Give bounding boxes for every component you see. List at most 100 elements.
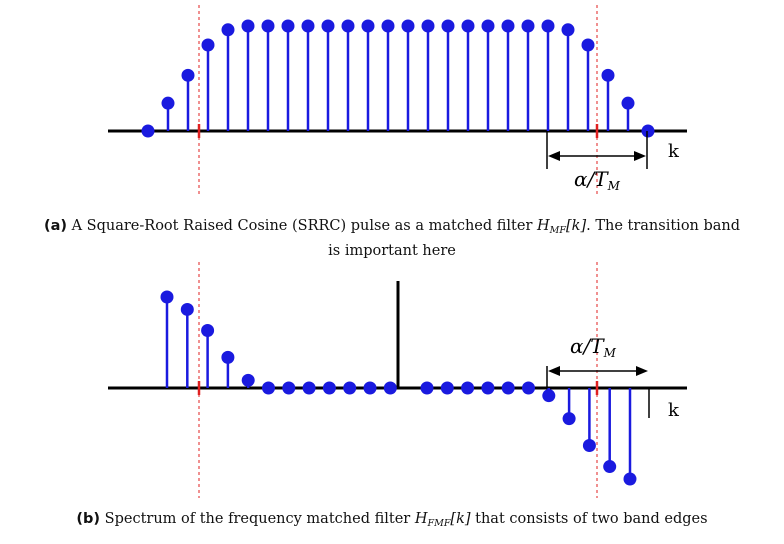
panel-a-stem-1 — [161, 96, 175, 131]
panel-a-caption-text-end: . The transition band — [586, 218, 741, 234]
panel-a-stem-6-marker — [261, 19, 275, 33]
panel-b-left-stem-7 — [302, 381, 316, 395]
panel-a-stem-24 — [621, 96, 635, 131]
panel-b-left-stem-9-marker — [343, 381, 357, 395]
panel-b-right-stem-1 — [440, 381, 454, 395]
panel-b-left-stem-0 — [160, 290, 174, 388]
panel-b-right-stem-6-marker — [542, 389, 556, 403]
panel-a-stem-16 — [461, 19, 475, 131]
panel-a-stem-19-marker — [521, 19, 535, 33]
panel-a-stem-25-marker — [641, 124, 655, 138]
panel-b-stems — [160, 290, 637, 486]
panel-b-right-stem-9-marker — [603, 460, 617, 474]
panel-a-stem-23-marker — [601, 68, 615, 82]
panel-b-right-stem-4 — [501, 381, 515, 395]
panel-a-stem-8-marker — [301, 19, 315, 33]
panel-a-stem-17 — [481, 19, 495, 131]
panel-b-right-stem-2 — [461, 381, 475, 395]
panel-a-stem-8 — [301, 19, 315, 131]
panel-b-left-stem-1 — [180, 302, 194, 388]
panel-a-stem-10 — [341, 19, 355, 131]
panel-b-bw-arrowhead-right — [636, 366, 648, 376]
panel-b-left-stem-1-marker — [180, 302, 194, 316]
panel-b-caption-math-sub: FMF — [427, 518, 451, 529]
panel-b-left-stem-7-marker — [302, 381, 316, 395]
panel-b-right-stem-5 — [522, 381, 535, 395]
panel-a-bw-arrowhead-left — [548, 151, 560, 161]
panel-a-stem-7-marker — [281, 19, 295, 33]
panel-b-right-stem-8-marker — [582, 438, 596, 452]
panel-a-bw-label: α/TM — [574, 167, 621, 193]
panel-b-left-stem-9 — [343, 381, 357, 395]
panel-b-left-stem-3-marker — [221, 350, 235, 364]
panel-a-stem-3-marker — [201, 38, 215, 52]
panel-a-caption-math-arg: [k] — [566, 218, 587, 234]
panel-a-stem-15-marker — [441, 19, 455, 33]
panel-a-stem-0-marker — [141, 124, 155, 138]
panel-b-left-stem-2 — [201, 324, 215, 388]
panel-b-right-stem-0-marker — [420, 381, 434, 395]
panel-a-caption-tag: (a) — [43, 218, 67, 234]
panel-b-left-stem-8-marker — [322, 381, 336, 395]
panel-b-caption-text: Spectrum of the frequency matched filter — [104, 511, 415, 527]
panel-b-left-stem-10 — [363, 381, 377, 395]
panel-a-stem-5 — [241, 19, 255, 131]
panel-a-stem-18-marker — [501, 19, 515, 33]
panel-a-stem-2-marker — [181, 68, 195, 82]
panel-a-stem-21 — [561, 23, 575, 131]
panel-a-stem-11 — [361, 19, 375, 131]
panel-a-stem-4 — [221, 23, 235, 131]
panel-a-stem-4-marker — [221, 23, 235, 37]
panel-b-right-stem-1-marker — [440, 381, 454, 395]
panel-a-stem-14-marker — [421, 19, 435, 33]
panel-a-stem-17-marker — [481, 19, 495, 33]
panel-a-stem-11-marker — [361, 19, 375, 33]
panel-b-right-stem-7-marker — [562, 412, 576, 426]
panel-a-stem-2 — [181, 68, 195, 131]
panel-b-right-stem-4-marker — [501, 381, 515, 395]
panel-a-stem-16-marker — [461, 19, 475, 33]
panel-a-stem-24-marker — [621, 96, 635, 110]
panel-a-stem-14 — [421, 19, 435, 131]
panel-a-stem-22 — [581, 38, 595, 131]
panel-b-caption-tag: (b) — [76, 511, 101, 527]
panel-a-stem-12-marker — [381, 19, 395, 33]
panel-a-stem-7 — [281, 19, 295, 131]
panel-a-axis-label: k — [668, 141, 680, 162]
panel-a-caption-line2: is important here — [328, 243, 456, 259]
panel-a-stem-20-marker — [541, 19, 555, 33]
panel-a-caption: (a) A Square-Root Raised Cosine (SRRC) p… — [0, 216, 784, 261]
panel-b-left-stem-8 — [322, 381, 336, 395]
panel-b-right-stem-5-marker — [522, 381, 535, 395]
panel-b-right-stem-6 — [542, 388, 556, 403]
panel-b-left-stem-3 — [221, 350, 235, 388]
panel-b-right-stem-10 — [623, 388, 637, 486]
panel-a-stem-10-marker — [341, 19, 355, 33]
panel-b-caption-math: H — [414, 511, 428, 527]
panel-b-bw-arrowhead-left — [548, 366, 560, 376]
panel-a-stem-3 — [201, 38, 215, 131]
panel-b-left-stem-11-marker — [383, 381, 397, 395]
panel-b-left-stem-0-marker — [160, 290, 174, 304]
panel-b-left-stem-10-marker — [363, 381, 377, 395]
panel-a-stem-21-marker — [561, 23, 575, 37]
panel-b-left-stem-11 — [383, 381, 397, 395]
panel-b-caption-text-end: that consists of two band edges — [470, 511, 708, 527]
panel-a-caption-math: H — [537, 218, 550, 234]
panel-b-plot: α/TM k — [108, 262, 687, 498]
panel-a-stem-5-marker — [241, 19, 255, 33]
panel-a-stem-1-marker — [161, 96, 175, 110]
panel-b-left-stem-6-marker — [282, 381, 296, 395]
panel-a-stem-15 — [441, 19, 455, 131]
panel-a-stem-9 — [321, 19, 335, 131]
panel-b-right-stem-9 — [603, 388, 617, 474]
panel-b-bw-label: α/TM — [570, 334, 617, 360]
panel-b-left-stem-5-marker — [262, 381, 275, 395]
panel-b-right-stem-0 — [420, 381, 434, 395]
panel-a-stem-6 — [261, 19, 275, 131]
panel-b-axis-label: k — [668, 400, 680, 421]
panel-b-left-stem-2-marker — [201, 324, 215, 338]
panel-b-right-stem-3-marker — [481, 381, 495, 395]
panel-a-caption-text: A Square-Root Raised Cosine (SRRC) pulse… — [71, 218, 538, 234]
